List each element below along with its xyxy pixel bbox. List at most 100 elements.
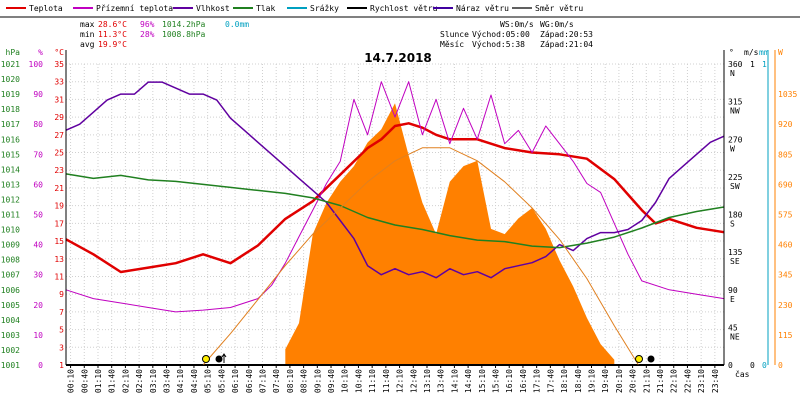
min-label: min (80, 30, 95, 39)
solar-tick-label: 460 (778, 241, 793, 250)
direction-tick-label: 90 (728, 286, 738, 295)
solar-tick-label: 345 (778, 271, 793, 280)
temperature-tick-label: 17 (54, 219, 64, 228)
humidity-tick-label: 60 (33, 180, 43, 189)
moonrise-marker (215, 355, 223, 363)
pressure-tick-label: 1006 (1, 286, 20, 295)
direction-tick-label: 45 (728, 323, 738, 332)
legend-item-label: Vlhkost (196, 4, 230, 13)
x-tick-label: 14:10 (450, 369, 459, 393)
moon-rise: Východ:5:38 (472, 40, 525, 49)
temperature-tick-label: 15 (54, 237, 64, 246)
x-tick-label: 12:10 (396, 369, 405, 393)
humidity-tick-label: 70 (33, 150, 43, 159)
pressure-tick-label: 1020 (1, 75, 20, 84)
sun-moon-markers (202, 353, 655, 363)
direction-name-label: NW (730, 107, 740, 116)
x-tick-label: 22:10 (670, 369, 679, 393)
max-press: 1014.2hPa (162, 20, 206, 29)
avg-label: avg (80, 40, 95, 49)
temperature-tick-label: 1 (59, 361, 64, 370)
moonset-marker (647, 355, 655, 363)
rain-tick-label: 1 (762, 60, 767, 69)
x-tick-label: 09:10 (313, 369, 322, 393)
pressure-tick-label: 1018 (1, 105, 20, 114)
wind-arrow-head (221, 353, 227, 358)
pressure-tick-label: 1011 (1, 211, 20, 220)
max-label: max (80, 20, 95, 29)
x-tick-label: 01:40 (108, 369, 117, 393)
pressure-tick-label: 1002 (1, 346, 20, 355)
wind-speed-axis-unit: m/s (744, 48, 759, 57)
temperature-tick-label: 11 (54, 272, 64, 281)
legend-item-label: Náraz větru (456, 4, 509, 13)
pressure-tick-label: 1013 (1, 180, 20, 189)
sunset-marker (635, 355, 643, 363)
wind-speed-tick-label: 1 (750, 60, 755, 69)
pressure-tick-label: 1012 (1, 195, 20, 204)
humidity-tick-label: 100 (29, 60, 44, 69)
solar-tick-label: 0 (778, 361, 783, 370)
x-tick-label: 08:10 (286, 369, 295, 393)
x-tick-label: 10:40 (354, 369, 363, 393)
solar-tick-label: 575 (778, 211, 793, 220)
solar-radiation-area (285, 103, 615, 366)
humidity-tick-label: 20 (33, 301, 43, 310)
rain-tick-label: 0 (762, 361, 767, 370)
x-tick-label: 09:40 (327, 369, 336, 393)
x-tick-label: 04:10 (176, 369, 185, 393)
x-tick-label: 05:40 (217, 369, 226, 393)
max-rain: 0.0mm (225, 20, 249, 29)
direction-axis-unit: ° (729, 48, 734, 57)
x-tick-label: 17:40 (546, 369, 555, 393)
x-tick-label: 20:10 (615, 369, 624, 393)
axes: hPa1021102010191018101710161015101410131… (1, 48, 798, 393)
pressure-tick-label: 1010 (1, 226, 20, 235)
pressure-tick-label: 1009 (1, 241, 20, 250)
direction-name-label: SE (730, 257, 740, 266)
x-tick-label: 11:10 (368, 369, 377, 393)
x-tick-label: 22:40 (683, 369, 692, 393)
moon-set: Západ:21:04 (540, 40, 593, 49)
pressure-tick-label: 1014 (1, 165, 20, 174)
wind-gust-now: WG:0m/s (540, 20, 574, 29)
direction-tick-label: 0 (728, 361, 733, 370)
pressure-tick-label: 1019 (1, 90, 20, 99)
pressure-tick-label: 1017 (1, 120, 20, 129)
sun-set: Západ:20:53 (540, 30, 593, 39)
pressure-tick-label: 1015 (1, 150, 20, 159)
direction-name-label: N (730, 69, 735, 78)
pressure-tick-label: 1021 (1, 60, 20, 69)
x-tick-label: 02:10 (121, 369, 130, 393)
min-press: 1008.8hPa (162, 30, 206, 39)
wind-sun-info: WS:0m/s WG:0m/s Slunce Východ:05:00 Zápa… (440, 20, 593, 49)
pressure-tick-label: 1004 (1, 316, 20, 325)
series-line-tlak (65, 173, 725, 249)
x-axis-label: čas (735, 369, 750, 379)
min-hum: 28% (140, 30, 155, 39)
x-tick-label: 23:40 (711, 369, 720, 393)
humidity-tick-label: 50 (33, 211, 43, 220)
solar-tick-label: 920 (778, 120, 793, 129)
x-tick-label: 08:40 (300, 369, 309, 393)
x-tick-label: 18:40 (574, 369, 583, 393)
sunrise-marker (202, 355, 210, 363)
chart-title: 14.7.2018 (364, 51, 432, 65)
solar-tick-label: 230 (778, 301, 793, 310)
humidity-tick-label: 10 (33, 331, 43, 340)
humidity-axis-unit: % (38, 48, 43, 57)
x-tick-label: 21:40 (656, 369, 665, 393)
series-line-teplota (65, 122, 725, 274)
x-tick-label: 16:10 (505, 369, 514, 393)
x-tick-label: 00:10 (67, 369, 76, 393)
wind-speed-tick-label: 0 (750, 361, 755, 370)
min-temp: 11.3°C (98, 30, 127, 39)
x-tick-label: 01:10 (94, 369, 103, 393)
pressure-tick-label: 1008 (1, 256, 20, 265)
x-tick-label: 10:10 (341, 369, 350, 393)
solar-tick-label: 1035 (778, 90, 797, 99)
temperature-tick-label: 9 (59, 290, 64, 299)
solar-tick-label: 690 (778, 180, 793, 189)
